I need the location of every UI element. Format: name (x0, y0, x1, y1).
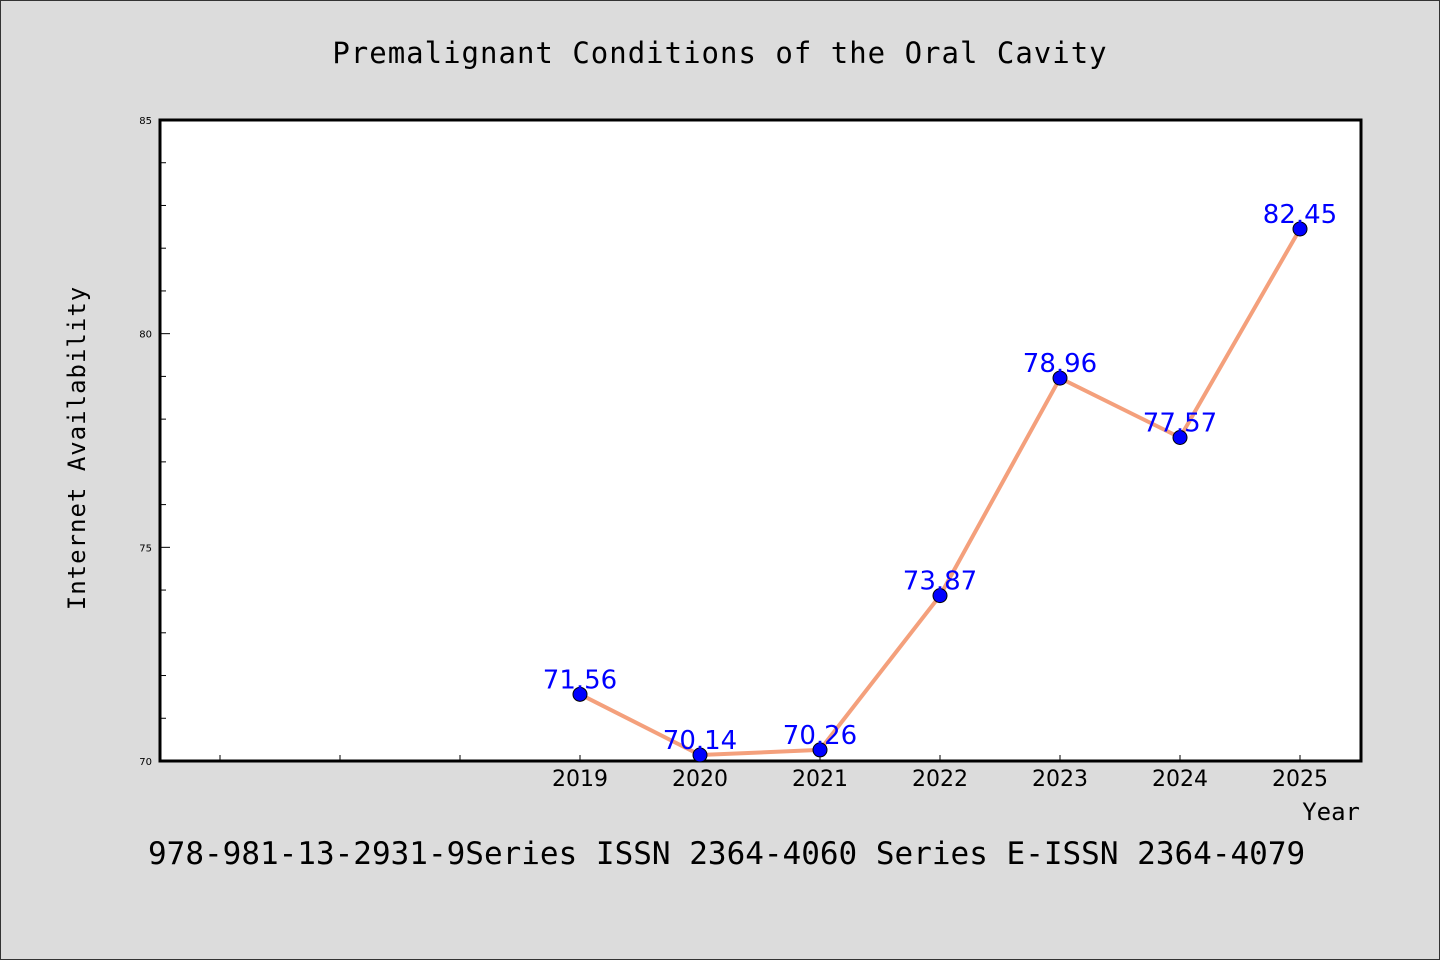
data-label: 82.45 (1263, 200, 1337, 230)
data-label: 77.57 (1143, 409, 1217, 439)
footer-isbn-text: 978-981-13-2931-9Series ISSN 2364-4060 S… (148, 836, 1305, 872)
x-tick-label: 2022 (912, 767, 968, 792)
y-axis-label: Internet Availability (63, 286, 91, 610)
data-point-marker (1052, 370, 1068, 386)
x-tick-label: 2020 (672, 767, 728, 792)
y-tick-label: 85 (139, 116, 152, 127)
data-point-marker (812, 742, 828, 758)
y-tick-label: 80 (139, 330, 152, 341)
series-layer: 71.56 70.14 70.26 73.87 78.96 77.57 82.45 (543, 200, 1337, 763)
data-point-marker (692, 747, 708, 763)
x-tick-label: 2024 (1152, 767, 1208, 792)
chart-title: Premalignant Conditions of the Oral Cavi… (332, 36, 1107, 70)
x-axis-label: Year (1302, 798, 1360, 826)
data-label: 71.56 (543, 665, 617, 695)
data-label: 70.14 (663, 726, 737, 756)
data-label: 78.96 (1023, 349, 1097, 379)
x-tick-label: 2019 (552, 767, 608, 792)
x-tick-label: 2021 (792, 767, 848, 792)
y-tick-label: 70 (139, 757, 152, 768)
data-point-marker (572, 686, 588, 702)
x-tick-label: 2023 (1032, 767, 1088, 792)
data-point-marker (1172, 430, 1188, 446)
data-point-marker (1292, 221, 1308, 237)
data-label: 73.87 (903, 567, 977, 597)
data-label: 70.26 (783, 721, 857, 751)
x-axis: 2019 2020 2021 2022 2023 2024 2025 (219, 755, 1328, 792)
y-tick-label: 75 (139, 543, 152, 554)
x-tick-label: 2025 (1272, 767, 1328, 792)
data-point-marker (932, 588, 948, 604)
y-axis: 70 75 80 85 (139, 116, 170, 768)
plot-area (158, 118, 1363, 763)
